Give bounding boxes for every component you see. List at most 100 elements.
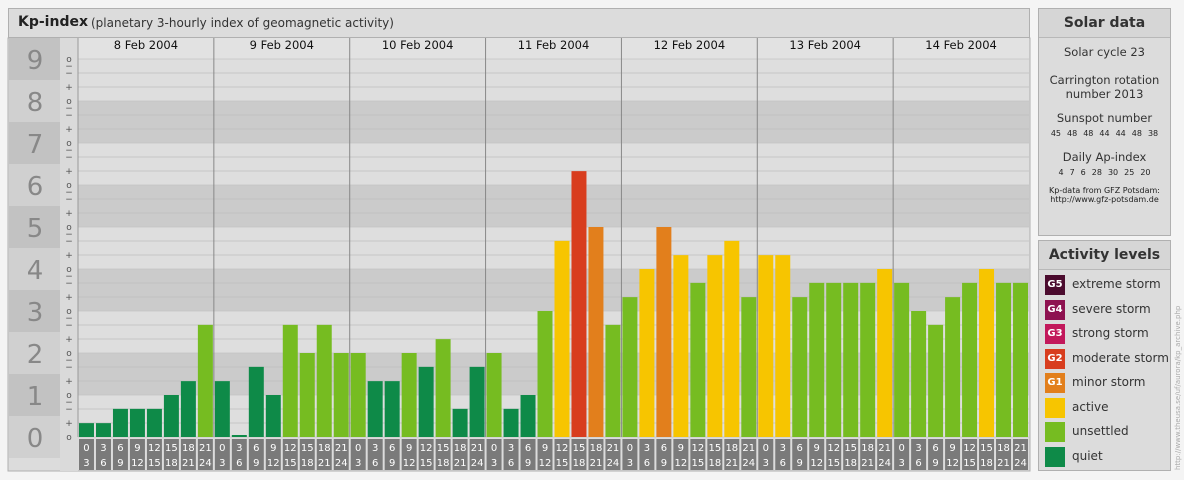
interval-start-label: 21 [1014, 443, 1027, 454]
interval-end-label: 12 [403, 458, 416, 469]
interval-end-label: 6 [780, 458, 786, 469]
interval-cell [843, 439, 859, 470]
interval-start-label: 6 [117, 443, 123, 454]
legend-label: severe storm [1072, 301, 1151, 316]
y-minor-tick-label: o [66, 265, 72, 275]
y-minor-tick-label: − [65, 195, 73, 205]
day-label: 13 Feb 2004 [789, 38, 861, 52]
interval-end-label: 6 [915, 458, 921, 469]
interval-end-label: 24 [471, 458, 484, 469]
interval-start-label: 3 [915, 443, 921, 454]
interval-start-label: 0 [491, 443, 497, 454]
y-tick-label: 6 [27, 172, 44, 202]
interval-start-label: 6 [797, 443, 803, 454]
y-tick-band [9, 248, 60, 290]
legend-label: minor storm [1072, 375, 1146, 389]
interval-cell [860, 439, 876, 470]
interval-cell [996, 439, 1012, 470]
y-tick-band [9, 374, 60, 416]
interval-cell [826, 439, 842, 470]
legend-item: G1 minor storm [1045, 373, 1170, 393]
grid-band [78, 59, 1029, 101]
y-minor-tick-label: − [65, 363, 73, 373]
interval-start-label: 6 [661, 443, 667, 454]
interval-cell [707, 439, 723, 470]
y-minor-tick-label: + [65, 335, 73, 345]
interval-start-label: 9 [542, 443, 548, 454]
kp-bar [79, 423, 94, 437]
legend-label: quiet [1072, 448, 1103, 463]
legend-label: unsettled [1072, 424, 1129, 438]
y-minor-tick-label: − [65, 314, 73, 324]
y-minor-tick-label: o [66, 433, 72, 443]
ap-values: 4 7 6 28 30 25 20 [1039, 168, 1170, 177]
ap-value: 6 [1080, 168, 1086, 177]
interval-start-label: 0 [83, 443, 89, 454]
kp-bar [792, 297, 808, 437]
interval-end-label: 3 [763, 458, 769, 469]
interval-start-label: 21 [742, 443, 755, 454]
interval-start-label: 21 [471, 443, 484, 454]
interval-end-label: 9 [525, 458, 531, 469]
y-tick-band [9, 416, 60, 458]
interval-end-label: 9 [117, 458, 123, 469]
y-minor-tick-label: o [66, 349, 72, 359]
kp-bar [894, 282, 910, 437]
kp-bar [639, 269, 655, 437]
interval-start-label: 18 [454, 443, 467, 454]
interval-start-label: 21 [607, 443, 620, 454]
interval-end-label: 12 [674, 458, 687, 469]
interval-end-label: 15 [691, 458, 704, 469]
kp-bar [418, 366, 434, 437]
interval-end-label: 18 [437, 458, 450, 469]
interval-cell [299, 439, 315, 470]
sunspot-value: 38 [1147, 129, 1159, 138]
interval-cell [112, 439, 128, 470]
kp-bar [656, 227, 672, 437]
legend-swatch [1045, 397, 1065, 418]
legend-item: G4 severe storm [1045, 299, 1170, 320]
interval-cell [724, 439, 740, 470]
interval-cell [401, 439, 417, 470]
ap-value: 7 [1069, 168, 1075, 177]
source-link[interactable]: http://www.gfz-potsdam.de [1050, 195, 1159, 204]
y-tick-label: 8 [27, 88, 44, 118]
chart-title-bar: Kp-index (planetary 3-hourly index of ge… [8, 8, 1030, 38]
legend-swatch: G3 [1045, 324, 1065, 344]
interval-end-label: 15 [963, 458, 976, 469]
interval-cell [520, 439, 536, 470]
interval-cell [945, 439, 961, 470]
interval-cell [384, 439, 400, 470]
interval-start-label: 9 [814, 443, 820, 454]
interval-end-label: 3 [491, 458, 497, 469]
interval-cell [622, 439, 638, 470]
kp-bar [724, 240, 740, 437]
y-minor-tick-label: + [65, 293, 73, 303]
interval-cell [571, 439, 587, 470]
legend-swatch: G5 [1045, 275, 1065, 295]
interval-start-label: 6 [525, 443, 531, 454]
interval-cell [146, 439, 162, 470]
interval-cell [962, 439, 978, 470]
interval-end-label: 15 [827, 458, 840, 469]
y-minor-tick-label: + [65, 83, 73, 93]
interval-start-label: 12 [691, 443, 704, 454]
y-minor-tick-label: o [66, 181, 72, 191]
kp-bar [928, 324, 944, 437]
y-minor-tick-label: − [65, 279, 73, 289]
carrington-line2: number 2013 [1065, 87, 1144, 101]
kp-bar [571, 171, 587, 437]
interval-start-label: 9 [406, 443, 412, 454]
kp-bar [180, 381, 196, 437]
interval-cell [180, 439, 196, 470]
legend-item: active [1045, 397, 1170, 418]
grid-band [78, 227, 1029, 269]
interval-start-label: 15 [708, 443, 721, 454]
interval-end-label: 12 [539, 458, 552, 469]
interval-cell [775, 439, 791, 470]
kp-bar [214, 381, 230, 437]
y-minor-tick-label: − [65, 405, 73, 415]
interval-start-label: 3 [100, 443, 106, 454]
interval-cell [588, 439, 604, 470]
day-label: 12 Feb 2004 [654, 38, 726, 52]
